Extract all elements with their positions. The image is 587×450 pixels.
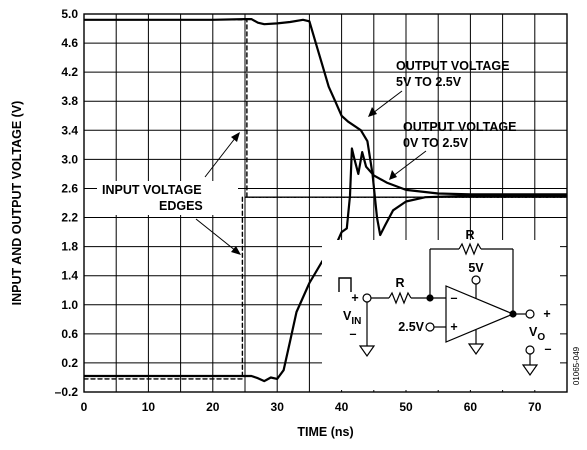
vin-terminal (362, 293, 372, 303)
x-tick-label: 20 (206, 400, 220, 414)
amp-ground-symbol (467, 343, 485, 356)
vin-subscript: IN (351, 316, 361, 327)
y-tick-label: 5.0 (61, 7, 78, 21)
vo-minus-label: – (545, 342, 552, 356)
annotation-input-line1: INPUT VOLTAGE (102, 183, 202, 197)
series-line-1 (84, 18, 567, 237)
op-amp-schematic (322, 240, 560, 390)
y-axis-title: INPUT AND OUTPUT VOLTAGE (V) (10, 101, 24, 306)
x-tick-labels: 0 10 20 30 40 50 60 70 (81, 400, 542, 414)
y-tick-labels: –0.2 0.2 0.6 1.0 1.4 1.8 2.2 2.6 3.0 3.4 3.8 4.2 4.6… (55, 7, 79, 399)
y-tick-label: 4.6 (61, 36, 78, 50)
vin-ground-symbol (358, 345, 376, 358)
series-line-4 (84, 196, 567, 380)
annotation-output-5v-line1: OUTPUT VOLTAGE (396, 59, 509, 73)
x-axis-title: TIME (ns) (297, 425, 353, 439)
annotation-output-0v-arrow-line (392, 150, 427, 177)
input-resistor (388, 291, 412, 305)
pulse-symbol (338, 277, 352, 292)
schematic-labels: R R 5V 2.5V + VIN – – + + VO – (343, 228, 552, 356)
x-tick-label: 30 (271, 400, 285, 414)
feedback-resistor-label: R (465, 228, 474, 242)
series-group (84, 18, 567, 383)
y-tick-label: 1.4 (61, 269, 78, 283)
annotation-output-0v-line2: 0V TO 2.5V (403, 136, 469, 150)
y-tick-label: –0.2 (55, 385, 79, 399)
vin-plus-label: + (351, 291, 358, 305)
vo-label: VO (529, 325, 545, 343)
figure-id: 01065-049 (572, 346, 581, 385)
supply-terminal (471, 275, 481, 285)
vo-subscript: O (537, 332, 545, 343)
vo-main-text: V (529, 325, 538, 339)
feedback-resistor (458, 242, 482, 256)
x-tick-label: 70 (528, 400, 542, 414)
y-tick-label: 1.8 (61, 240, 78, 254)
y-tick-label: 1.0 (61, 298, 78, 312)
bias-label: 2.5V (398, 320, 424, 334)
input-resistor-label: R (395, 276, 404, 290)
vo-return-terminal (525, 345, 535, 355)
vin-main-text: V (343, 309, 352, 323)
y-tick-label: 3.0 (61, 152, 78, 166)
vin-minus-label: – (350, 327, 357, 341)
annotation-output-5v-arrow-line (372, 90, 403, 114)
y-tick-label: 4.2 (61, 65, 78, 79)
series-line-2 (84, 147, 567, 383)
op-amp-triangle (445, 285, 515, 343)
x-tick-label: 40 (335, 400, 349, 414)
x-tick-label: 60 (464, 400, 478, 414)
series-line-3 (84, 19, 567, 198)
y-tick-label: 0.2 (61, 356, 78, 370)
x-tick-label: 50 (399, 400, 413, 414)
schematic-background (322, 240, 560, 390)
vin-label: VIN (343, 309, 361, 327)
opamp-inverting-sign: – (451, 291, 458, 305)
supply-label: 5V (468, 261, 484, 275)
bias-terminal (425, 322, 435, 332)
vo-plus-label: + (543, 307, 550, 321)
annotation-input-arrow-down-line (195, 218, 237, 252)
y-tick-label: 2.2 (61, 211, 78, 225)
x-tick-label: 0 (81, 400, 88, 414)
y-tick-label: 3.8 (61, 94, 78, 108)
y-tick-label: 2.6 (61, 181, 78, 195)
annotation-input-arrowhead-down (231, 246, 241, 255)
opamp-noninverting-sign: + (450, 320, 457, 334)
y-tick-label: 0.6 (61, 327, 78, 341)
x-tick-label: 10 (142, 400, 156, 414)
plot-frame (83, 13, 568, 393)
vo-terminal (525, 309, 535, 319)
annotation-input-label-bg (97, 181, 238, 215)
vo-ground-symbol (521, 364, 539, 377)
annotation-input-arrow-up-line (204, 136, 237, 178)
annotation-output-5v-line2: 5V TO 2.5V (396, 75, 462, 89)
annotation-output-0v-line1: OUTPUT VOLTAGE (403, 120, 516, 134)
annotation-output-5v-arrowhead (368, 107, 377, 117)
annotation-input-line2: EDGES (159, 199, 203, 213)
y-tick-label: 3.4 (61, 123, 78, 137)
annotation-output-0v-arrowhead (389, 170, 397, 180)
annotations: OUTPUT VOLTAGE 5V TO 2.5V OUTPUT VOLTAGE… (97, 59, 516, 255)
annotation-input-arrowhead-up (231, 132, 240, 142)
